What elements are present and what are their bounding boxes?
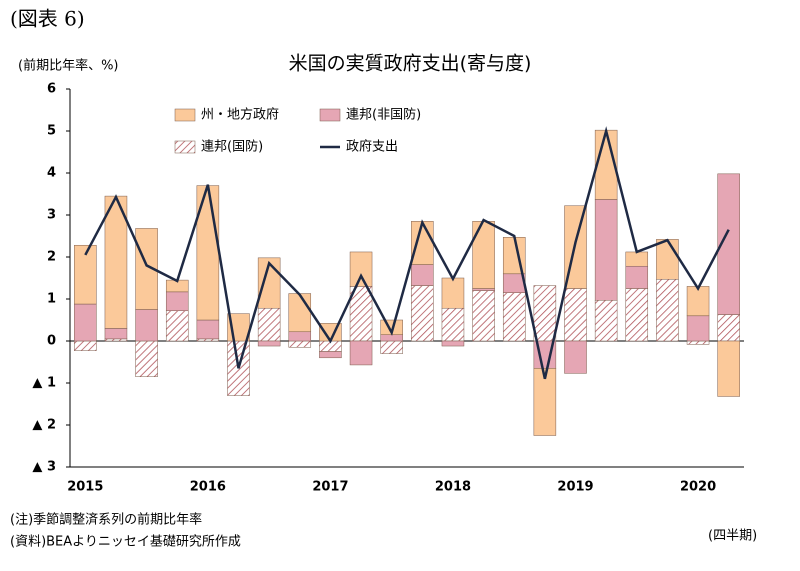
bar-segment <box>135 309 158 342</box>
bar-segment <box>686 315 710 342</box>
x-tick-label: 2017 <box>312 480 348 495</box>
legend-label: 州・地方政府 <box>201 107 279 123</box>
bar-segment <box>196 319 220 340</box>
bar-segment <box>533 285 557 342</box>
bar-segment <box>135 228 158 310</box>
legend-label: 連邦(国防) <box>201 139 263 155</box>
legend-swatch <box>174 140 196 154</box>
y-tick-label: 1 <box>47 292 56 307</box>
bar-segment <box>257 340 281 347</box>
bar-segment <box>717 340 740 397</box>
bar-segment <box>257 307 281 342</box>
line <box>84 126 730 380</box>
y-tick-label: 0 <box>47 334 56 349</box>
y-tick-label: 5 <box>47 124 56 139</box>
x-axis-label: (四半期) <box>708 529 757 544</box>
bar-segment <box>349 340 373 366</box>
bar-segment <box>441 340 465 347</box>
bar-segment <box>441 277 465 309</box>
bar-segment <box>380 334 403 342</box>
bar-segment <box>564 340 587 374</box>
bar-segment <box>74 340 97 351</box>
bar-segment <box>441 307 465 342</box>
bar-segment <box>165 291 189 312</box>
bar-segment <box>472 221 495 289</box>
bar-segment <box>533 368 557 436</box>
note: (注)季節調整済系列の前期比年率 <box>10 512 202 528</box>
bar-segment <box>196 338 220 342</box>
bar-segment <box>625 251 649 267</box>
bar-segment <box>380 340 403 354</box>
note: (資料)BEAよりニッセイ基礎研究所作成 <box>10 535 241 550</box>
bar-segment <box>165 310 189 342</box>
legend-label: 連邦(非国防) <box>346 107 421 123</box>
bar-segment <box>502 292 526 342</box>
bar-segment <box>288 331 312 342</box>
bar-segment <box>104 338 128 342</box>
bar-segment <box>717 173 740 315</box>
bar-segment <box>472 290 495 342</box>
y-tick-label: 2 <box>47 250 56 265</box>
y-tick-label: ▲ 3 <box>32 460 56 475</box>
y-tick-label: 6 <box>47 82 56 97</box>
legend-label: 政府支出 <box>346 140 398 155</box>
y-tick-label: ▲ 2 <box>32 418 56 433</box>
bar-segment <box>104 328 128 340</box>
chart-title: 米国の実質政府支出(寄与度) <box>289 53 532 75</box>
bar-segment <box>411 221 434 265</box>
bar-segment <box>319 351 342 359</box>
x-tick-label: 2019 <box>557 480 593 495</box>
y-axis-label: (前期比年率、%) <box>18 58 119 74</box>
bar-segment <box>74 303 97 342</box>
bar-segment <box>74 244 97 305</box>
x-tick-label: 2016 <box>190 480 226 495</box>
bar-segment <box>411 285 434 342</box>
bar-segment <box>349 251 373 287</box>
figure-label: (図表 6) <box>10 7 85 31</box>
bar-segment <box>288 293 312 333</box>
bar-segment <box>472 288 495 291</box>
legend-swatch <box>319 108 341 122</box>
bar-segment <box>564 288 587 342</box>
y-tick-label: ▲ 1 <box>32 376 56 391</box>
bar-segment <box>135 340 158 377</box>
bar-segment <box>625 265 649 289</box>
bar-segment <box>594 199 618 301</box>
legend-swatch <box>174 108 196 122</box>
bar-segment <box>717 314 740 342</box>
x-tick-label: 2018 <box>435 480 471 495</box>
bar-segment <box>625 288 649 342</box>
y-tick-label: 4 <box>47 166 56 181</box>
x-tick-label: 2015 <box>67 480 103 495</box>
y-tick-label: 3 <box>47 208 56 223</box>
bar-segment <box>656 279 679 342</box>
bar-segment <box>288 340 312 348</box>
bar-segment <box>656 239 679 280</box>
bar-segment <box>594 300 618 342</box>
bar-segment <box>411 264 434 286</box>
x-tick-label: 2020 <box>680 480 716 495</box>
bar-segment <box>686 340 710 345</box>
